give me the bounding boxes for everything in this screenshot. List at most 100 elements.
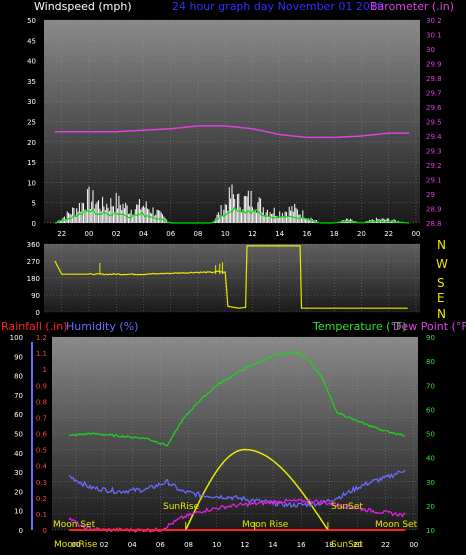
- temperature-label: Temperature (°F): [312, 320, 407, 333]
- temp-x-tick-label: 16: [297, 541, 306, 549]
- wind-x-tick-label: 22: [57, 230, 66, 238]
- wind-x-tick-label: 16: [302, 230, 311, 238]
- humidity-tick-label: 50: [14, 431, 23, 439]
- compass-e: E: [437, 291, 445, 305]
- wind-x-tick-label: 22: [384, 230, 393, 238]
- wind-average-series: [54, 206, 410, 224]
- humidity-tick-label: 30: [14, 469, 23, 477]
- humidity-tick-label: 40: [14, 450, 23, 458]
- baro-tick-label: 29.1: [426, 177, 442, 185]
- humidity-tick-label: 100: [10, 334, 23, 342]
- wind-tick-label: 25: [27, 119, 36, 127]
- temp-x-tick-label: 06: [156, 541, 165, 549]
- wind-tick-label: 30: [27, 98, 36, 106]
- temp-tick-label: 70: [426, 382, 435, 390]
- baro-tick-label: 30: [426, 46, 435, 54]
- barometer-label: Barometer (.in): [370, 0, 454, 13]
- compass-n-bottom: N: [437, 307, 446, 321]
- wind-x-tick-label: 06: [166, 230, 175, 238]
- wind-x-tick-label: 04: [139, 230, 148, 238]
- wind-x-tick-label: 14: [275, 230, 284, 238]
- bottom-sunset-label: SunSet: [331, 540, 363, 550]
- humidity-tick-label: 60: [14, 411, 23, 419]
- moonrise-label: Moon Rise: [242, 520, 289, 530]
- humidity-tick-label: 0: [19, 527, 23, 535]
- temp-tick-label: 80: [426, 358, 435, 366]
- rain-tick-label: 0.4: [36, 463, 48, 471]
- rain-tick-label: 0.7: [36, 414, 47, 422]
- rain-tick-label: 0.8: [36, 398, 47, 406]
- temp-x-tick-label: 22: [381, 541, 390, 549]
- rainfall-label: Rainfall (.in): [1, 320, 68, 333]
- compass-w: W: [436, 257, 448, 271]
- dir-tick-label: 360: [27, 241, 40, 249]
- humidity-label: Humidity (%): [66, 320, 138, 333]
- wind-tick-label: 0: [32, 220, 36, 228]
- temp-x-tick-label: 04: [128, 541, 137, 549]
- rain-tick-label: 0.9: [36, 382, 47, 390]
- humidity-tick-label: 20: [14, 488, 23, 496]
- humidity-tick-label: 80: [14, 373, 23, 381]
- wind-x-tick-label: 00: [411, 230, 420, 238]
- baro-tick-label: 29.8: [426, 75, 442, 83]
- baro-tick-label: 28.8: [426, 220, 442, 228]
- temp-tick-label: 20: [426, 503, 435, 511]
- dir-tick-label: 270: [27, 258, 40, 266]
- wind-tick-label: 35: [27, 78, 36, 86]
- rain-tick-label: 0.6: [36, 431, 48, 439]
- wind-direction-series: [54, 245, 408, 309]
- baro-tick-label: 29: [426, 191, 435, 199]
- humidity-tick-label: 90: [14, 353, 23, 361]
- wind-tick-label: 50: [27, 17, 36, 25]
- windspeed-label: Windspeed (mph): [34, 0, 132, 13]
- baro-tick-label: 28.9: [426, 206, 442, 214]
- wind-tick-label: 15: [27, 159, 36, 167]
- sunset-label: SunSet: [331, 502, 363, 512]
- rain-tick-label: 1.2: [36, 334, 47, 342]
- temp-x-tick-label: 20: [353, 541, 362, 549]
- baro-tick-label: 29.7: [426, 90, 442, 98]
- moonset-right-label: Moon Set: [375, 520, 418, 530]
- barometer-series: [54, 125, 410, 139]
- baro-tick-label: 29.3: [426, 148, 442, 156]
- solar-curve: [185, 448, 329, 531]
- compass-n-top: N: [437, 238, 446, 252]
- temp-x-tick-label: 08: [184, 541, 193, 549]
- baro-tick-label: 30.1: [426, 32, 442, 40]
- temp-tick-label: 40: [426, 455, 435, 463]
- temp-x-tick-label: 12: [240, 541, 249, 549]
- humidity-tick-label: 70: [14, 392, 23, 400]
- baro-tick-label: 29.6: [426, 104, 442, 112]
- dir-tick-label: 180: [27, 275, 40, 283]
- wind-x-tick-label: 12: [248, 230, 257, 238]
- temperature-series: [68, 350, 406, 447]
- dir-tick-label: 90: [31, 292, 40, 300]
- baro-tick-label: 29.4: [426, 133, 442, 141]
- humidity-tick-label: 10: [14, 508, 23, 516]
- rain-tick-label: 0.1: [36, 511, 47, 519]
- temp-x-tick-label: 00: [409, 541, 418, 549]
- baro-tick-label: 29.5: [426, 119, 442, 127]
- temp-tick-label: 60: [426, 406, 435, 414]
- wind-x-tick-label: 10: [221, 230, 230, 238]
- wind-tick-label: 20: [27, 139, 36, 147]
- temp-x-tick-label: 10: [212, 541, 221, 549]
- baro-tick-label: 29.9: [426, 61, 442, 69]
- wind-tick-label: 5: [32, 200, 36, 208]
- baro-tick-label: 29.2: [426, 162, 442, 170]
- wind-x-tick-label: 18: [330, 230, 339, 238]
- rain-tick-label: 0.3: [36, 479, 47, 487]
- baro-tick-label: 30.2: [426, 17, 442, 25]
- sunrise-label: SunRise: [163, 502, 200, 512]
- wind-x-tick-label: 02: [112, 230, 121, 238]
- temp-tick-label: 10: [426, 527, 435, 535]
- temp-x-tick-label: 02: [100, 541, 109, 549]
- graph-title: 24 hour graph day November 01 2019: [172, 0, 384, 13]
- wind-x-tick-label: 20: [357, 230, 366, 238]
- rain-tick-label: 0: [43, 527, 47, 535]
- dir-tick-label: 0: [36, 309, 40, 317]
- rain-tick-label: 1: [43, 366, 47, 374]
- temp-tick-label: 30: [426, 479, 435, 487]
- dewpoint-label: Dew Point (°F): [393, 320, 466, 333]
